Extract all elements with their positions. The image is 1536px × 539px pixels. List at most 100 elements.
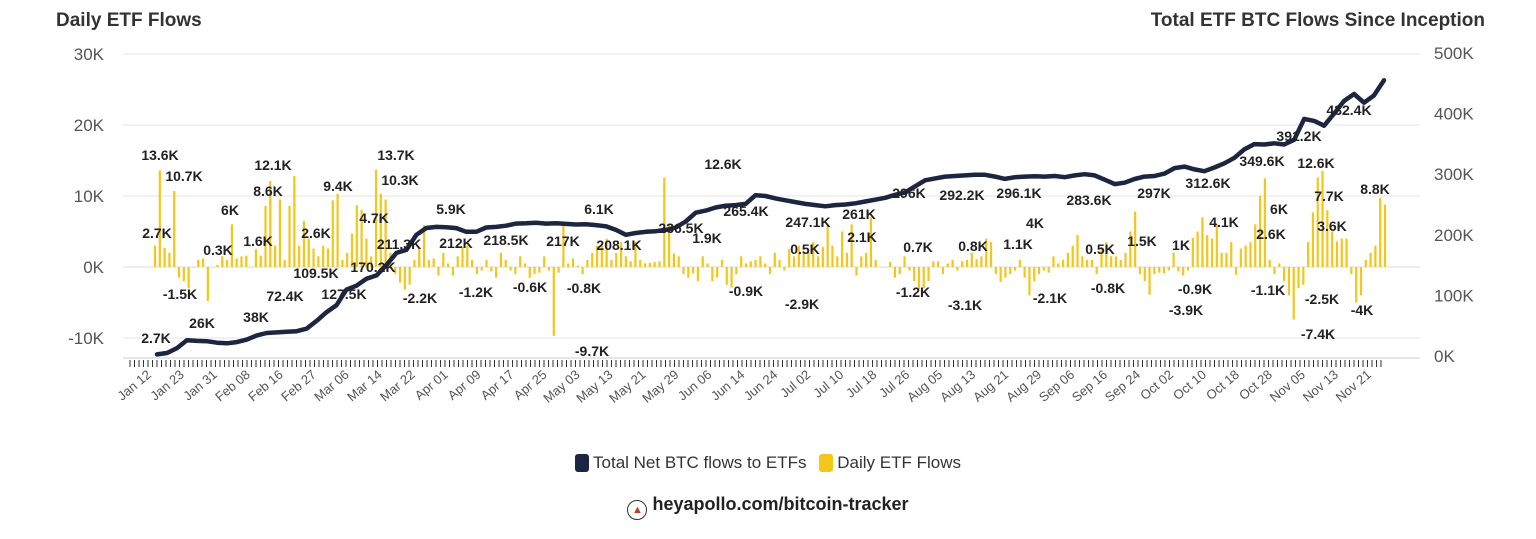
daily-flow-label: -7.4K xyxy=(1301,326,1335,342)
flow-bar xyxy=(1105,242,1108,267)
daily-flow-label: -9.7K xyxy=(575,343,609,359)
flow-bar xyxy=(495,267,498,278)
x-tick-label: Jun 14 xyxy=(708,367,748,404)
flow-bar xyxy=(692,267,695,274)
flow-bar xyxy=(1244,245,1247,267)
flow-bar xyxy=(365,238,368,267)
flow-bar xyxy=(610,259,613,267)
flow-bar xyxy=(970,252,973,267)
flow-bar xyxy=(1234,267,1238,275)
cumulative-label: 211.3K xyxy=(377,236,421,252)
x-tick-label: Jul 10 xyxy=(810,367,846,401)
flow-bar xyxy=(1283,267,1286,282)
x-tick-label: Jul 18 xyxy=(843,367,879,401)
flow-bar xyxy=(350,233,354,267)
flow-bar xyxy=(1129,231,1132,267)
flow-bar xyxy=(1042,267,1045,271)
flow-bar xyxy=(951,259,954,267)
flow-bar xyxy=(946,263,949,267)
flow-bar xyxy=(466,245,469,267)
flow-bar xyxy=(889,262,892,267)
flow-bar xyxy=(1321,171,1324,267)
flow-bar xyxy=(836,256,839,267)
flow-bar xyxy=(274,245,277,267)
flow-bar xyxy=(168,252,171,267)
y-right-tick-label: 200K xyxy=(1434,226,1474,245)
flow-bar xyxy=(932,261,935,267)
flow-bar xyxy=(1013,267,1017,271)
flow-bar xyxy=(269,181,272,267)
flow-bar xyxy=(394,267,397,275)
cumulative-label: 212K xyxy=(439,235,472,251)
flow-bar xyxy=(725,267,728,285)
flow-bar xyxy=(427,259,430,267)
daily-flow-label: 5.9K xyxy=(436,201,466,217)
flow-bar xyxy=(1196,231,1199,267)
x-tick-label: Mar 22 xyxy=(377,367,418,405)
cumulative-label: 247.1K xyxy=(785,214,830,230)
legend-item-daily[interactable]: Daily ETF Flows xyxy=(819,453,961,473)
daily-flow-label: 9.4K xyxy=(323,178,353,194)
flow-bar xyxy=(672,253,676,267)
cumulative-label: 2.7K xyxy=(141,330,171,346)
daily-flow-label: 0.7K xyxy=(903,239,933,255)
flow-bar xyxy=(716,267,719,278)
flow-bar xyxy=(677,256,680,267)
flow-bar xyxy=(543,256,546,267)
x-tick-label: Aug 29 xyxy=(1003,367,1044,405)
y-right-tick-label: 400K xyxy=(1434,105,1474,124)
flow-bar xyxy=(355,205,358,267)
flow-bar xyxy=(696,267,700,282)
x-tick-label: Sep 16 xyxy=(1069,367,1110,405)
flow-bar xyxy=(567,263,570,267)
flow-bar xyxy=(639,259,642,267)
flow-bar xyxy=(879,267,882,268)
flow-bar xyxy=(1023,267,1026,278)
legend-item-total[interactable]: Total Net BTC flows to ETFs xyxy=(575,453,807,473)
flow-bar xyxy=(600,245,603,267)
flow-bar xyxy=(989,242,993,267)
flow-bar xyxy=(764,263,767,267)
flow-bar xyxy=(322,245,325,267)
flow-bar xyxy=(913,267,916,282)
flow-bar xyxy=(1268,259,1271,267)
daily-flow-label: 13.7K xyxy=(377,147,414,163)
flow-bar xyxy=(1158,267,1161,273)
credit-text: heyapollo.com/bitcoin-tracker xyxy=(652,494,909,514)
flow-bar xyxy=(658,261,661,267)
flow-bar xyxy=(499,252,503,267)
flow-bar xyxy=(456,256,459,267)
daily-flow-label: -0.6K xyxy=(513,279,547,295)
credit-link[interactable]: ▲ heyapollo.com/bitcoin-tracker xyxy=(0,494,1536,520)
flow-bar xyxy=(1278,263,1281,267)
flow-bar xyxy=(1076,235,1079,267)
daily-flow-label: 0.8K xyxy=(958,238,988,254)
flow-bar xyxy=(278,199,282,267)
flow-bar xyxy=(422,225,426,267)
flow-bar xyxy=(413,259,416,267)
y-left-tick-label: 30K xyxy=(74,45,105,64)
flow-bar xyxy=(451,267,454,276)
flow-bar xyxy=(562,223,565,267)
flow-bar xyxy=(1009,267,1012,275)
flow-bar xyxy=(317,256,320,267)
flow-bar xyxy=(538,267,541,273)
flow-bar xyxy=(937,261,940,267)
flow-bar xyxy=(1100,247,1103,267)
flow-bar xyxy=(1215,224,1218,267)
flow-bar xyxy=(908,267,911,271)
cumulative-label: 391.2K xyxy=(1276,128,1321,144)
daily-flow-label: 2.1K xyxy=(847,229,877,245)
cumulative-label: 283.6K xyxy=(1066,192,1111,208)
cumulative-label: 127.5K xyxy=(321,286,366,302)
cumulative-label: 218.5K xyxy=(483,232,528,248)
daily-flow-label: 3.6K xyxy=(1317,218,1347,234)
flow-bar xyxy=(1350,267,1353,275)
x-tick-label: Jan 12 xyxy=(114,367,154,404)
flow-bar xyxy=(1167,267,1170,271)
flow-bar xyxy=(1148,267,1151,295)
chart-title-right: Total ETF BTC Flows Since Inception xyxy=(1150,10,1485,31)
flow-bar xyxy=(187,267,190,289)
flow-bar xyxy=(1292,267,1295,320)
x-tick-label: Jun 24 xyxy=(741,367,781,404)
